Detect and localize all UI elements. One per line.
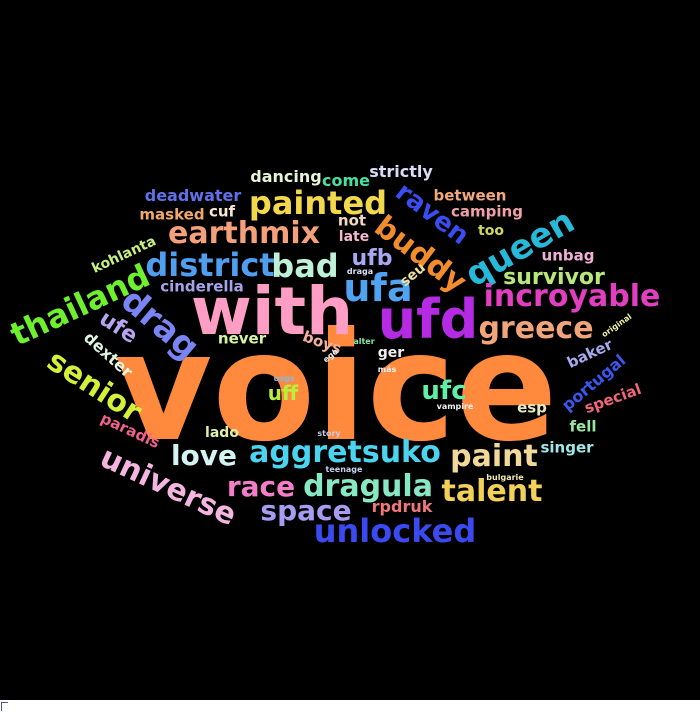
word: ufc	[421, 376, 467, 406]
word: incroyable	[483, 279, 661, 314]
word: district	[145, 246, 275, 284]
word: fell	[569, 417, 597, 436]
word: strictly	[369, 162, 433, 181]
word: come	[322, 171, 370, 190]
word: uff	[267, 381, 299, 405]
word: cuf	[208, 202, 236, 221]
word: vampire	[436, 402, 474, 411]
word: paint	[450, 439, 538, 474]
bottom-strip	[0, 700, 700, 713]
word: with	[190, 273, 354, 350]
word: alter	[353, 337, 375, 346]
word: lado	[205, 425, 239, 441]
word: dragula	[303, 469, 433, 504]
word: masked	[139, 205, 205, 224]
word: love	[170, 439, 238, 472]
word: ufb	[351, 246, 393, 271]
word: space	[260, 494, 352, 527]
word: race	[226, 470, 296, 503]
word: más	[377, 365, 397, 374]
word: survivor	[503, 265, 605, 290]
word: voice	[114, 301, 558, 475]
word: greece	[478, 311, 594, 346]
word: too	[478, 223, 504, 239]
word: esp	[517, 398, 547, 417]
word: unbag	[541, 246, 595, 265]
word: never	[217, 329, 267, 348]
word: bulgarie	[486, 473, 524, 482]
word: late	[338, 229, 370, 245]
corner-bracket-icon	[1, 702, 8, 711]
word: talent	[441, 474, 543, 509]
word: dancing	[250, 167, 322, 186]
word: story	[317, 429, 341, 438]
word: bad	[271, 247, 339, 285]
word: aggretsuko	[249, 435, 441, 470]
word: ger	[377, 345, 405, 361]
word: draga	[346, 267, 374, 276]
word: rpdruk	[371, 497, 433, 516]
word: ufa	[343, 266, 413, 310]
word: usgs	[273, 374, 295, 383]
word: not	[337, 211, 367, 230]
word: deadwater	[144, 186, 242, 205]
word: ufd	[377, 288, 479, 351]
word: teenage	[325, 465, 363, 474]
word: camping	[451, 202, 523, 221]
word: singer	[540, 438, 594, 457]
word: between	[433, 186, 507, 205]
word: earthmix	[168, 216, 320, 251]
word: painted	[248, 184, 388, 222]
word: unlocked	[313, 512, 477, 550]
word: cinderella	[160, 277, 244, 296]
